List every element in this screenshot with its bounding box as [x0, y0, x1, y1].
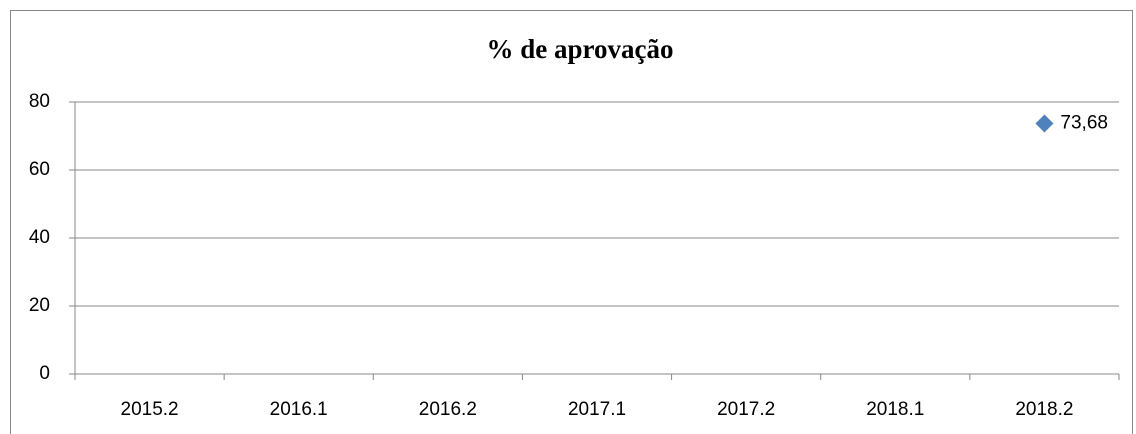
x-tick-label: 2018.2	[1015, 399, 1073, 420]
x-tick-label: 2016.2	[419, 399, 477, 420]
x-tick-label: 2018.1	[866, 399, 924, 420]
chart-border	[10, 10, 1133, 434]
y-tick-label: 60	[29, 159, 50, 180]
x-tick-label: 2017.1	[568, 399, 626, 420]
y-tick-label: 80	[29, 91, 50, 112]
chart-title: % de aprovação	[487, 34, 674, 64]
data-label: 73,68	[1060, 113, 1108, 134]
x-tick-label: 2016.1	[270, 399, 328, 420]
marker	[1035, 114, 1054, 133]
y-tick-label: 0	[39, 363, 50, 384]
x-tick-label: 2015.2	[121, 399, 179, 420]
x-tick-label: 2017.2	[717, 399, 775, 420]
y-tick-label: 20	[29, 295, 50, 316]
y-tick-label: 40	[29, 227, 50, 248]
